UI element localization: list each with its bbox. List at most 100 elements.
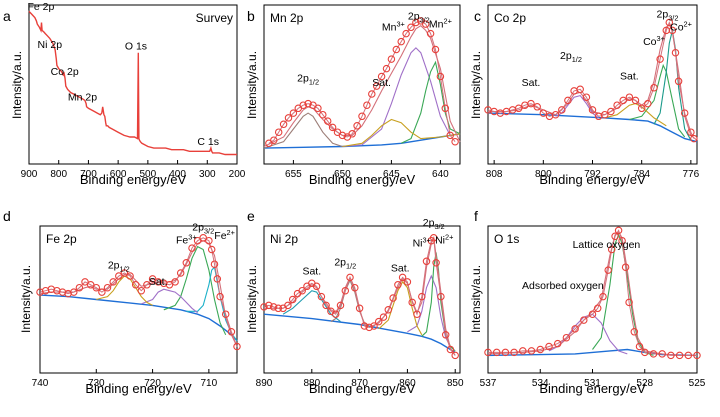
data-point xyxy=(210,260,219,268)
data-point xyxy=(274,304,283,313)
data-point xyxy=(360,322,369,330)
data-point xyxy=(571,325,579,333)
data-point xyxy=(98,288,106,296)
data-point xyxy=(658,350,666,358)
data-point xyxy=(374,317,383,326)
data-point xyxy=(397,37,405,46)
data-point xyxy=(358,112,366,121)
panel-letter: f xyxy=(474,208,478,224)
data-point xyxy=(269,303,278,311)
panel-letter: c xyxy=(474,8,481,24)
series-line-survey xyxy=(28,10,237,156)
x-tick-label: 655 xyxy=(285,169,302,180)
x-tick-label: 800 xyxy=(50,169,67,180)
data-point xyxy=(221,310,230,318)
peak-label: C 1s xyxy=(197,136,219,148)
data-point xyxy=(355,304,364,313)
data-point xyxy=(558,106,566,114)
data-point xyxy=(637,104,646,113)
data-point xyxy=(314,104,322,113)
x-tick-label: 800 xyxy=(535,169,552,180)
data-point xyxy=(649,350,658,358)
x-tick-label: 740 xyxy=(32,378,49,389)
data-point xyxy=(607,107,615,116)
x-tick-label: 808 xyxy=(486,169,503,180)
y-axis-label: Intensity/a.u. xyxy=(469,265,483,333)
peak-label: Fe 2p xyxy=(27,1,54,13)
data-point xyxy=(143,281,151,289)
data-point xyxy=(599,292,607,301)
data-point xyxy=(441,104,450,113)
data-point xyxy=(536,345,545,354)
data-point xyxy=(265,301,273,310)
peak-label: Ni 2p xyxy=(38,39,63,51)
x-tick-label: 500 xyxy=(140,169,157,180)
panel-frame-d xyxy=(39,225,238,374)
data-point xyxy=(392,45,401,54)
data-point xyxy=(403,278,412,286)
panel-title: O 1s xyxy=(494,232,519,246)
peak-label: 2p3/2 xyxy=(408,10,430,24)
x-tick-label: 528 xyxy=(636,378,653,389)
peak-label: 2p3/2 xyxy=(192,221,214,235)
data-point xyxy=(402,29,410,38)
x-tick-label: 900 xyxy=(21,169,38,180)
series-line-adsorbed-oxygen xyxy=(548,313,628,355)
raw-line xyxy=(39,237,238,347)
peak-label: Sat. xyxy=(372,77,391,89)
panel-frame-b xyxy=(263,4,461,165)
panel-letter: e xyxy=(247,208,255,224)
data-point xyxy=(176,269,185,277)
y-axis-label: Intensity/a.u. xyxy=(19,265,33,333)
panel-title: Survey xyxy=(196,11,233,25)
data-point xyxy=(484,348,492,357)
data-point xyxy=(372,82,381,90)
data-point xyxy=(205,236,213,245)
data-point xyxy=(418,292,426,301)
x-axis-label: Binding energy/eV xyxy=(80,172,187,187)
data-point xyxy=(279,120,288,129)
data-point xyxy=(412,18,420,27)
x-tick-label: 650 xyxy=(334,169,351,180)
data-point xyxy=(103,283,112,292)
data-point xyxy=(604,266,612,274)
data-point xyxy=(70,288,78,296)
data-point xyxy=(422,257,431,266)
data-point xyxy=(625,298,633,307)
data-point xyxy=(413,310,421,318)
peak-label: O 1s xyxy=(125,41,147,53)
series-line-background xyxy=(263,133,461,149)
x-axis-label: Binding energy/eV xyxy=(85,381,192,396)
data-point xyxy=(384,306,393,314)
data-point xyxy=(323,117,332,125)
peak-label: Fe2+ xyxy=(214,228,235,242)
data-point xyxy=(389,294,397,302)
x-axis-label: Binding energy/eV xyxy=(309,381,416,396)
series-line-2p1-2 xyxy=(263,112,343,149)
data-point xyxy=(421,20,430,28)
data-point xyxy=(580,316,588,324)
data-point xyxy=(621,263,630,271)
y-axis-label: Intensity/a.u. xyxy=(469,51,483,119)
data-point xyxy=(353,122,361,130)
data-point xyxy=(619,96,627,105)
data-point xyxy=(611,232,619,241)
data-point xyxy=(441,331,450,339)
data-point xyxy=(510,348,518,357)
data-point xyxy=(429,234,438,242)
data-point xyxy=(365,323,373,332)
data-point xyxy=(650,83,658,92)
raw-line xyxy=(488,229,697,356)
peak-label: Co2+ xyxy=(670,19,692,33)
panel-title: Ni 2p xyxy=(270,232,298,246)
series-line-background xyxy=(39,294,238,342)
x-tick-label: 792 xyxy=(584,169,601,180)
data-point xyxy=(86,281,95,289)
x-tick-label: 784 xyxy=(633,169,650,180)
x-axis-label: Binding energy/eV xyxy=(539,172,646,187)
data-point xyxy=(451,137,459,146)
x-tick-label: 710 xyxy=(201,378,218,389)
data-point xyxy=(446,345,455,354)
peak-label: Co 2p xyxy=(51,66,79,78)
